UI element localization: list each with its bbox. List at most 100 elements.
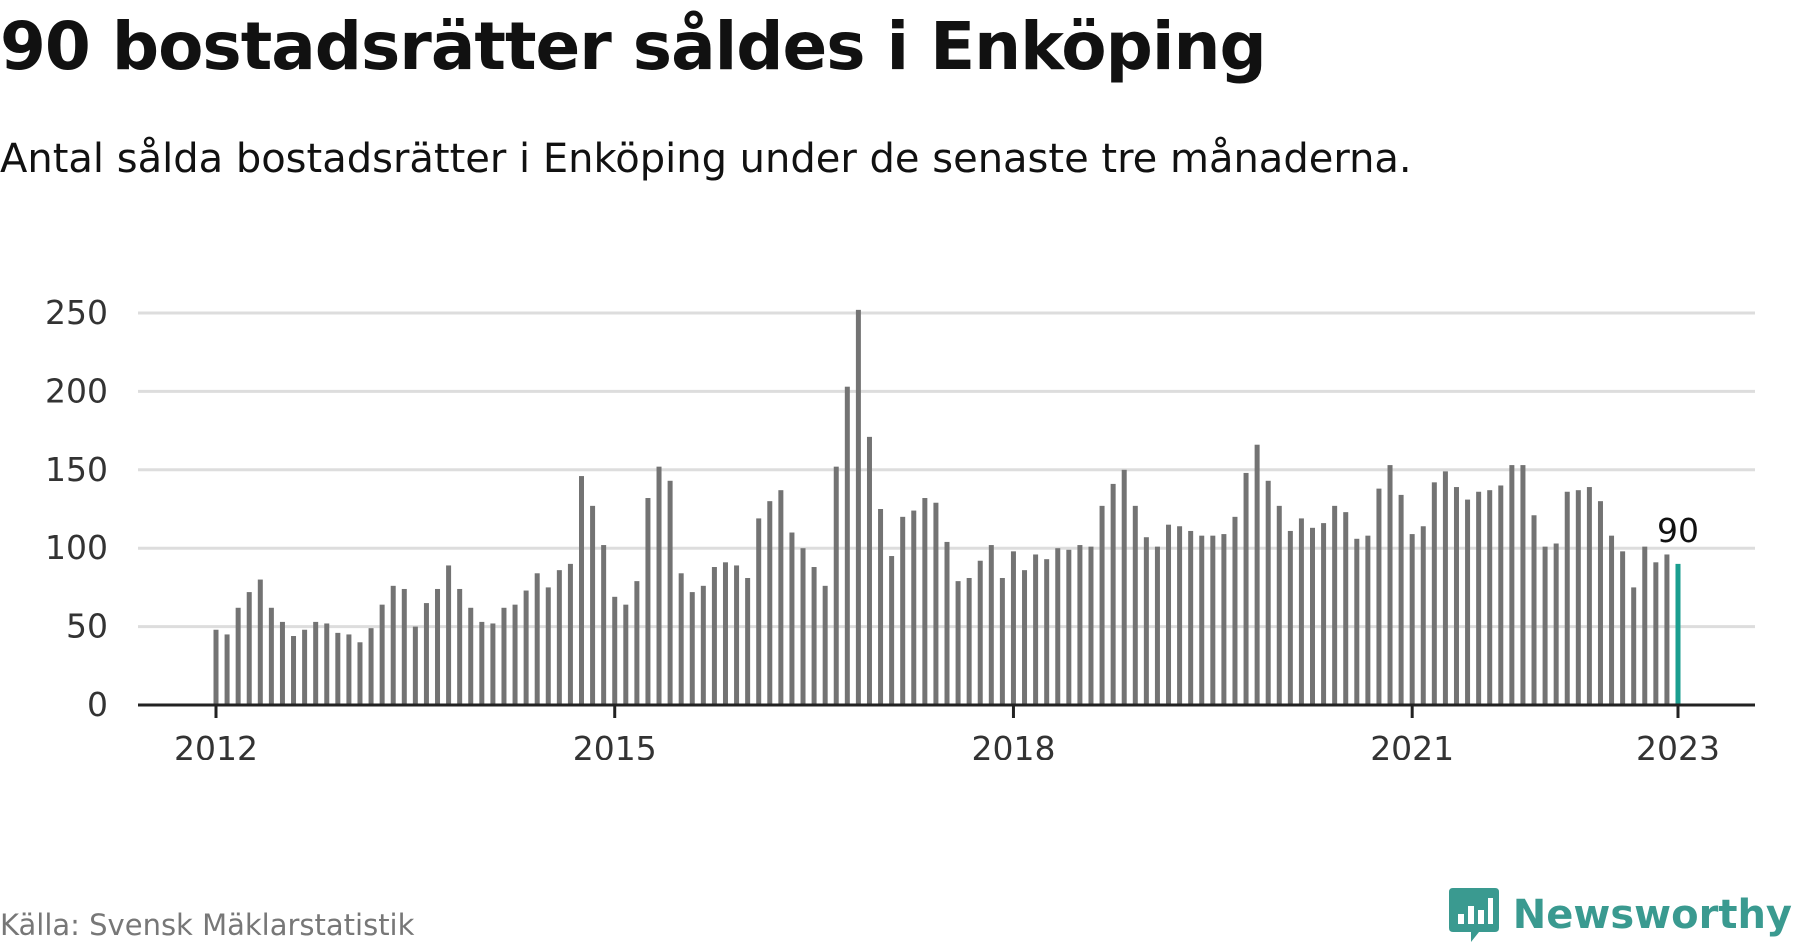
bar (700, 585, 706, 705)
bar (1597, 501, 1603, 705)
bar (1143, 537, 1149, 705)
bar (1066, 549, 1072, 705)
bar (1642, 546, 1648, 705)
bar (711, 567, 717, 705)
bar (1210, 535, 1216, 705)
bar (1321, 523, 1327, 705)
bar (878, 509, 884, 705)
bar (1044, 559, 1050, 705)
bar (833, 466, 839, 705)
bar (501, 607, 507, 705)
y-tick-label: 0 (87, 685, 108, 724)
y-tick-label: 150 (45, 450, 108, 489)
bar (1664, 554, 1670, 705)
bar (634, 581, 640, 705)
bar (1420, 526, 1426, 705)
bar (1132, 505, 1138, 705)
bar (1354, 538, 1360, 705)
bar (1520, 465, 1526, 705)
bar (1631, 587, 1637, 705)
bar (534, 573, 540, 705)
bar (944, 541, 950, 705)
bar (778, 490, 784, 705)
bar (722, 562, 728, 705)
bar (1442, 471, 1448, 705)
bar (1487, 490, 1493, 705)
bar (1188, 530, 1194, 705)
bar (1498, 485, 1504, 705)
bar (1465, 499, 1471, 705)
bar (645, 498, 651, 705)
bar (966, 577, 972, 705)
bar (401, 588, 407, 705)
bar (1010, 551, 1016, 705)
bar (579, 476, 584, 705)
bar (446, 565, 452, 705)
bar (1243, 472, 1249, 705)
bar (1166, 524, 1172, 705)
bar (1298, 518, 1304, 705)
bar (911, 510, 917, 705)
bar (1620, 551, 1626, 705)
x-tick-label: 2023 (1636, 729, 1720, 760)
last-value-label: 90 (1657, 511, 1699, 550)
bar (601, 545, 607, 705)
bar (435, 588, 441, 705)
bar (1398, 494, 1404, 705)
bar (257, 579, 263, 705)
bar (1453, 487, 1459, 705)
y-axis-ticks: 0 50 100 150 200 250 (45, 293, 108, 724)
bar (623, 604, 629, 705)
bar (667, 480, 673, 705)
bar (1609, 535, 1615, 705)
bar (490, 623, 496, 705)
x-tick-label: 2015 (573, 729, 657, 760)
bar (1287, 530, 1293, 705)
bar (1409, 534, 1415, 705)
bar (1121, 469, 1127, 705)
bar (933, 502, 939, 705)
x-tick-label: 2021 (1370, 729, 1454, 760)
bar (656, 466, 662, 705)
bar (745, 577, 751, 705)
bar (889, 556, 895, 705)
bar (734, 565, 740, 705)
x-tick-label: 2018 (971, 729, 1055, 760)
chart-subtitle: Antal sålda bostadsrätter i Enköping und… (0, 136, 1412, 182)
bar (955, 581, 961, 705)
bar (412, 626, 418, 705)
bar (988, 545, 994, 705)
bar (1310, 527, 1315, 705)
bar (235, 607, 241, 705)
data-labels: 90 (1654, 508, 1702, 553)
bar-chart: 0 50 100 150 200 250 2012 2015 2018 2021 2023 90 (45, 293, 1755, 760)
bar (1476, 491, 1482, 705)
bar (246, 592, 252, 705)
bar (1154, 546, 1160, 705)
bar (545, 587, 551, 705)
bar (423, 603, 429, 705)
y-tick-label: 200 (45, 371, 108, 410)
bar (1586, 487, 1592, 705)
bar (1431, 482, 1437, 705)
bar (1343, 512, 1349, 705)
bar (1099, 505, 1105, 705)
bar (1110, 483, 1116, 705)
bar (1332, 505, 1338, 705)
brand[interactable]: Newsworthy (1448, 888, 1792, 942)
bar (335, 632, 341, 705)
bar (390, 585, 396, 705)
bar (1265, 480, 1271, 705)
bar (224, 634, 230, 705)
bar (800, 548, 806, 705)
bars (213, 309, 1681, 705)
brand-name: Newsworthy (1512, 892, 1792, 938)
bar (767, 501, 773, 705)
bar (357, 642, 363, 705)
bar (1055, 548, 1061, 705)
bar (1553, 543, 1559, 705)
bar (512, 604, 518, 705)
bar (678, 573, 684, 705)
bar (689, 592, 695, 705)
source-note: Källa: Svensk Mäklarstatistik (0, 908, 415, 942)
